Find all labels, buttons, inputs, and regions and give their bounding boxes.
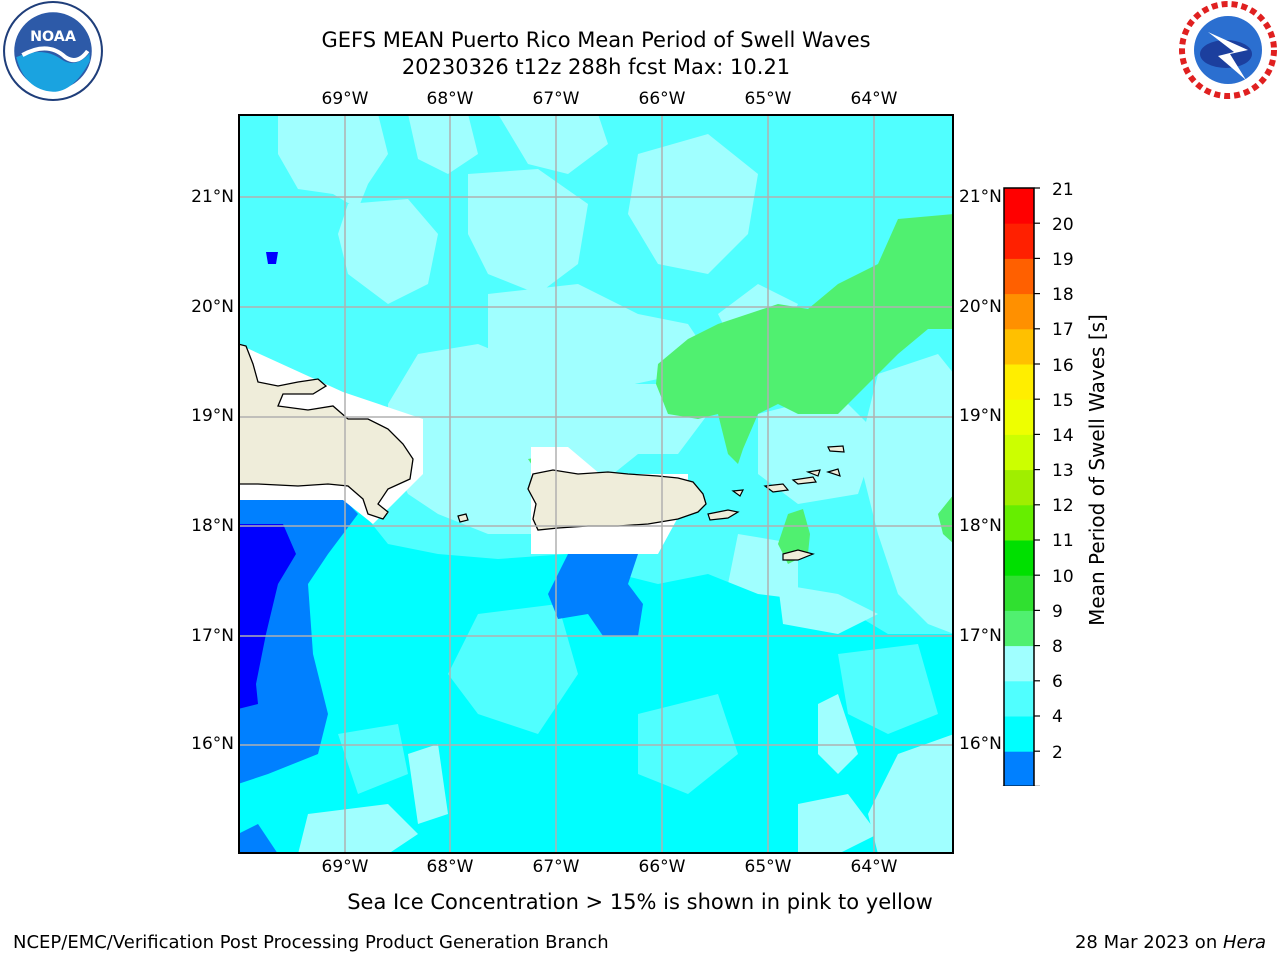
map-panel xyxy=(238,114,954,854)
lat-label-left: 16°N xyxy=(191,734,234,754)
colorbar-tick: 18 xyxy=(1052,285,1074,305)
credit-text: NCEP/EMC/Verification Post Processing Pr… xyxy=(13,932,609,953)
colorbar-tick: 4 xyxy=(1052,707,1063,727)
colorbar-segment xyxy=(1004,188,1034,224)
colorbar-label: Mean Period of Swell Waves [s] xyxy=(1085,314,1109,626)
colorbar-segment xyxy=(1004,610,1034,647)
colorbar-tick: 17 xyxy=(1052,320,1074,340)
colorbar-segment xyxy=(1004,575,1034,611)
lon-label-bottom: 65°W xyxy=(744,857,792,877)
colorbar-tick: 12 xyxy=(1052,496,1074,516)
colorbar-segment xyxy=(1004,328,1034,365)
svg-text:NOAA: NOAA xyxy=(30,29,76,45)
lon-label-bottom: 68°W xyxy=(426,857,474,877)
lon-label-top: 64°W xyxy=(850,89,898,109)
colorbar-tick: 20 xyxy=(1052,215,1074,235)
gridlines xyxy=(238,114,954,854)
date-text: 28 Mar 2023 on xyxy=(1074,932,1223,953)
map-border xyxy=(238,114,954,854)
contour-8-9-south xyxy=(298,584,954,854)
colorbar-segment xyxy=(1004,258,1034,295)
colorbar-segment xyxy=(1004,751,1034,786)
colorbar-segment xyxy=(1004,540,1034,576)
colorbar-tick: 16 xyxy=(1052,356,1074,376)
lat-label-right: 17°N xyxy=(959,626,1002,646)
lat-label-left: 17°N xyxy=(191,626,234,646)
land-hispaniola xyxy=(238,343,414,520)
lat-label-right: 18°N xyxy=(959,516,1002,536)
colorbar-tick: 6 xyxy=(1052,672,1063,692)
colorbar xyxy=(1002,187,1040,786)
lon-label-top: 65°W xyxy=(744,89,792,109)
contour-under-2 xyxy=(238,252,296,709)
colorbar-segment xyxy=(1004,364,1034,400)
colorbar-segment xyxy=(1004,293,1034,330)
lat-label-left: 20°N xyxy=(191,297,234,317)
lon-label-top: 67°W xyxy=(532,89,580,109)
map-svg xyxy=(238,114,954,854)
colorbar-segment xyxy=(1004,399,1034,435)
colorbar-tick: 19 xyxy=(1052,250,1074,270)
lon-label-top: 66°W xyxy=(638,89,686,109)
lon-label-bottom: 66°W xyxy=(638,857,686,877)
lat-label-right: 16°N xyxy=(959,734,1002,754)
colorbar-segment xyxy=(1004,434,1034,471)
lon-label-bottom: 67°W xyxy=(532,857,580,877)
lat-label-right: 21°N xyxy=(959,187,1002,207)
colorbar-outline xyxy=(1003,187,1035,786)
lat-label-right: 19°N xyxy=(959,406,1002,426)
lat-label-right: 20°N xyxy=(959,297,1002,317)
colorbar-tick: 10 xyxy=(1052,567,1074,587)
colorbar-segment xyxy=(1004,716,1034,752)
lon-label-bottom: 64°W xyxy=(850,857,898,877)
host-name: Hera xyxy=(1222,932,1266,953)
date-stamp: 28 Mar 2023 on Hera xyxy=(1075,932,1266,953)
colorbar-tick: 11 xyxy=(1052,531,1074,551)
noaa-logo: NOAA xyxy=(3,1,103,101)
colorbar-segment xyxy=(1004,645,1034,682)
colorbar-tick: 15 xyxy=(1052,391,1074,411)
lon-label-top: 69°W xyxy=(321,89,369,109)
colorbar-tick: 14 xyxy=(1052,426,1074,446)
colorbar-tick: 9 xyxy=(1052,602,1063,622)
nws-logo xyxy=(1179,1,1277,99)
lat-label-left: 19°N xyxy=(191,406,234,426)
colorbar-tick: 21 xyxy=(1052,180,1074,200)
colorbar-tick: 13 xyxy=(1052,461,1074,481)
lat-label-left: 21°N xyxy=(191,187,234,207)
colorbar-segment xyxy=(1004,680,1034,717)
lon-label-top: 68°W xyxy=(426,89,474,109)
sea-ice-note: Sea Ice Concentration > 15% is shown in … xyxy=(347,890,933,914)
colorbar-tick: 8 xyxy=(1052,637,1063,657)
lat-label-left: 18°N xyxy=(191,516,234,536)
colorbar-segment xyxy=(1004,223,1034,259)
colorbar-segment xyxy=(1004,504,1034,541)
colorbar-tick: 2 xyxy=(1052,743,1063,763)
map-subtitle: 20230326 t12z 288h fcst Max: 10.21 xyxy=(401,55,791,79)
lon-label-bottom: 69°W xyxy=(321,857,369,877)
map-title: GEFS MEAN Puerto Rico Mean Period of Swe… xyxy=(321,28,871,52)
colorbar-segment xyxy=(1004,469,1034,506)
land-small-islands xyxy=(457,445,845,561)
